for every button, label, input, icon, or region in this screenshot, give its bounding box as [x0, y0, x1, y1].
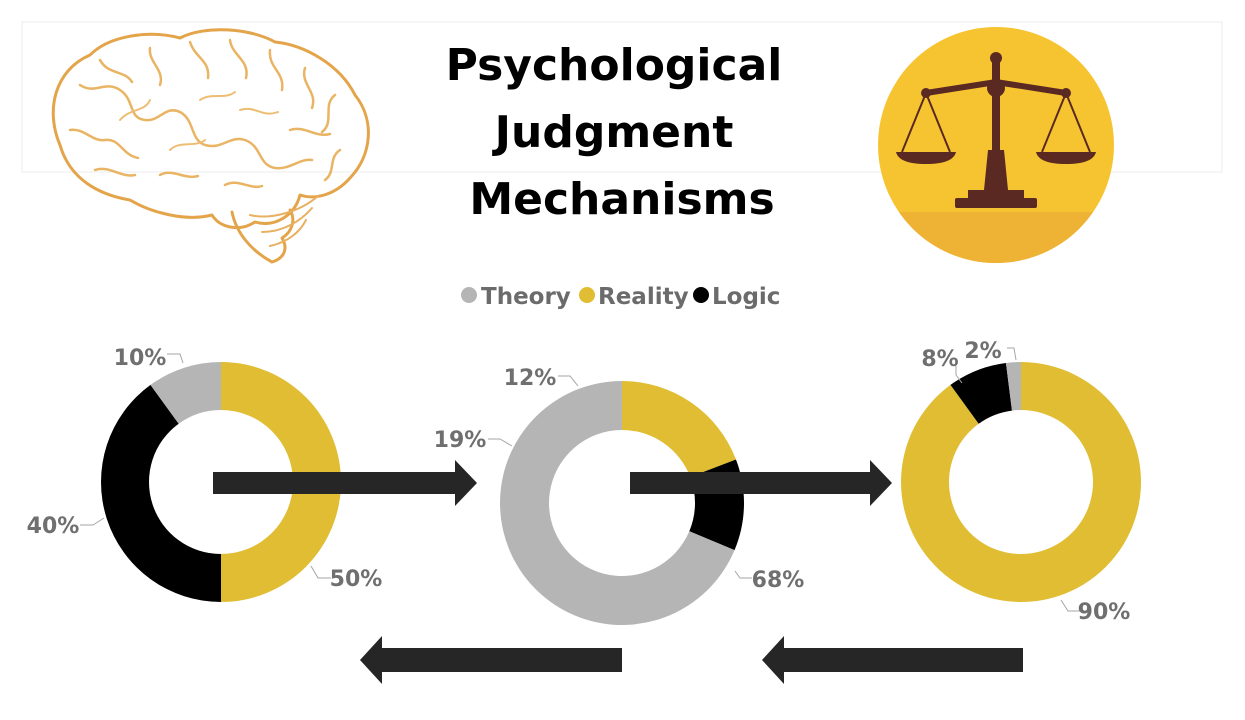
chart-legend: Theory Reality Logic [461, 284, 780, 310]
donut-1-label-logic: 40% [27, 514, 80, 539]
donut-chart-3 [901, 362, 1141, 603]
legend-marker-reality [579, 287, 595, 303]
donut-1-label-theory: 10% [114, 346, 167, 371]
donut-3-label-reality: 90% [1078, 600, 1131, 625]
donut-3-slice-reality [901, 362, 1141, 603]
donut-chart-1 [101, 362, 341, 602]
legend-marker-logic [693, 287, 709, 303]
arrow-left-1 [360, 636, 622, 684]
donut-3-leader-reality [1060, 599, 1080, 612]
donut-1-leader-theory [167, 353, 184, 364]
title-line-2: Judgment [492, 107, 734, 158]
legend-marker-theory [461, 287, 477, 303]
donut-1-slice-logic [101, 384, 221, 602]
donut-3-label-logic: 8% [921, 347, 958, 372]
donut-3-label-theory: 2% [964, 339, 1001, 364]
donut-2-leader-theory [734, 570, 752, 579]
donut-1-label-reality: 50% [330, 567, 383, 592]
donut-2-slice-theory [499, 380, 735, 625]
donut-3-slice-logic [950, 362, 1012, 424]
legend-label-reality: Reality [598, 284, 689, 310]
donut-1-leader-logic [80, 517, 105, 526]
title-line-1: Psychological [446, 40, 783, 91]
legend-label-theory: Theory [481, 284, 571, 310]
donut-2-leader-logic [558, 375, 579, 387]
donut-1-leader-reality [310, 565, 331, 579]
title-line-3: Mechanisms [469, 174, 774, 225]
donut-2-label-theory: 68% [752, 568, 805, 593]
donut-1-slice-reality [221, 362, 341, 602]
donut-1-slice-theory [150, 362, 221, 424]
donut-2-label-reality: 19% [434, 428, 487, 453]
brain-outline-icon [51, 28, 370, 264]
donut-3-leader-theory [1007, 347, 1017, 361]
arrow-right-1 [213, 460, 477, 506]
arrow-left-2 [762, 636, 1023, 684]
donut-2-label-logic: 12% [504, 366, 557, 391]
donut-chart-2 [499, 380, 744, 625]
arrow-right-2 [630, 460, 892, 506]
donut-2-slice-reality [622, 381, 736, 477]
donut-2-leader-reality [488, 438, 513, 447]
donut-3-slice-theory [1005, 362, 1021, 411]
legend-label-logic: Logic [712, 284, 780, 310]
donut-3-leader-logic [955, 366, 963, 384]
